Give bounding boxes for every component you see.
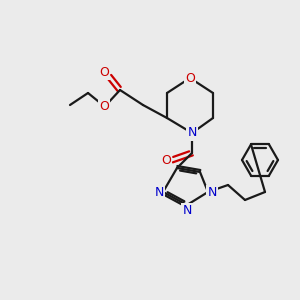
Text: N: N: [207, 185, 217, 199]
Text: N: N: [187, 127, 197, 140]
Text: N: N: [182, 203, 192, 217]
Text: O: O: [185, 71, 195, 85]
Text: O: O: [161, 154, 171, 166]
Text: O: O: [99, 65, 109, 79]
Text: N: N: [154, 185, 164, 199]
Text: O: O: [99, 100, 109, 112]
